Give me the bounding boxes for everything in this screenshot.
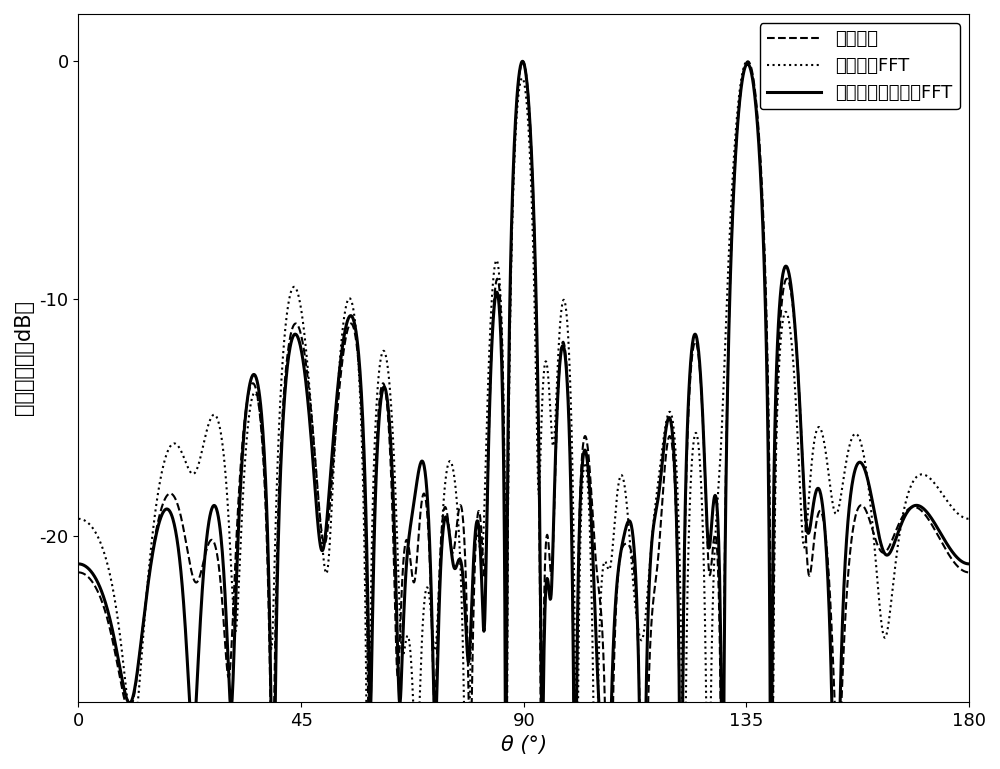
传统迭代FFT <box>72 514 84 524</box>
初始激励 <box>482 468 494 478</box>
Line: 初始激励: 初始激励 <box>78 62 969 769</box>
波束分离校准迭代FFT <box>506 221 518 231</box>
初始激励 <box>938 542 950 551</box>
波束分离校准迭代FFT <box>775 288 787 297</box>
Line: 波束分离校准迭代FFT: 波束分离校准迭代FFT <box>78 62 969 769</box>
传统迭代FFT <box>775 337 787 346</box>
波束分离校准迭代FFT <box>118 684 130 693</box>
波束分离校准迭代FFT <box>938 534 950 544</box>
Y-axis label: 功率方向图（dB）: 功率方向图（dB） <box>14 301 34 415</box>
波束分离校准迭代FFT <box>938 534 950 543</box>
Legend: 初始激励, 传统迭代FFT, 波束分离校准迭代FFT: 初始激励, 传统迭代FFT, 波束分离校准迭代FFT <box>760 23 960 109</box>
波束分离校准迭代FFT <box>963 559 975 568</box>
传统迭代FFT <box>118 664 130 673</box>
初始激励 <box>938 541 950 551</box>
初始激励 <box>118 693 130 702</box>
初始激励 <box>72 568 84 577</box>
初始激励 <box>963 568 975 577</box>
传统迭代FFT <box>938 492 950 501</box>
X-axis label: θ (°): θ (°) <box>501 735 547 755</box>
初始激励 <box>506 240 518 249</box>
波束分离校准迭代FFT <box>517 57 529 66</box>
波束分离校准迭代FFT <box>482 468 494 478</box>
传统迭代FFT <box>963 514 975 524</box>
初始激励 <box>517 57 529 66</box>
传统迭代FFT <box>938 491 950 501</box>
Line: 传统迭代FFT: 传统迭代FFT <box>78 62 969 769</box>
传统迭代FFT <box>482 373 494 382</box>
初始激励 <box>775 312 787 321</box>
传统迭代FFT <box>506 228 518 237</box>
波束分离校准迭代FFT <box>72 559 84 568</box>
传统迭代FFT <box>741 57 753 66</box>
